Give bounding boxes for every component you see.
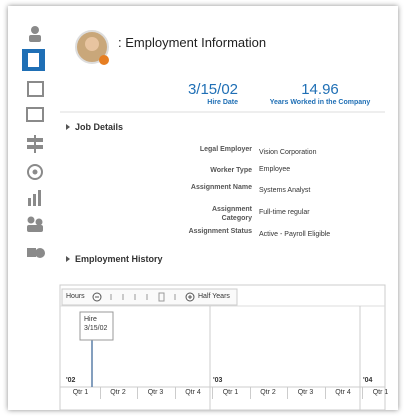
person-icon[interactable]: [31, 26, 39, 34]
hire-date-label: Hire Date: [207, 99, 238, 106]
field-value: Systems Analyst: [259, 187, 311, 194]
zoom-start: Hours: [66, 293, 85, 300]
quarter-label: Qtr 1: [222, 389, 239, 396]
event-card[interactable]: [79, 311, 114, 341]
zoom-toolbar: [61, 288, 238, 306]
quarter-divider: [99, 387, 101, 399]
section-title: Employment History: [75, 254, 163, 264]
quarter-divider: [174, 387, 176, 399]
year-label: '02: [66, 377, 76, 384]
quarter-label: Qtr 4: [335, 389, 351, 396]
event-date: 3/15/02: [84, 325, 108, 332]
quarter-divider: [249, 387, 251, 399]
sign-icon[interactable]: [34, 135, 36, 153]
field-value: Employee: [259, 166, 291, 173]
years-worked: 14.96: [301, 81, 339, 98]
collapse-icon[interactable]: [66, 124, 70, 130]
quarter-divider: [362, 387, 363, 399]
field-value: Full-time regular: [259, 209, 310, 216]
quarter-label: Qtr 3: [147, 389, 164, 396]
field-label: Assignment Status: [188, 228, 252, 235]
years-worked-label: Years Worked in the Company: [269, 99, 371, 106]
field-value: Vision Corporation: [259, 149, 317, 156]
chart-icon[interactable]: [28, 198, 31, 206]
quarter-divider: [212, 387, 213, 399]
badge: [99, 55, 109, 65]
hire-date: 3/15/02: [187, 81, 238, 98]
collapse-icon[interactable]: [66, 256, 70, 262]
page-title: : Employment Information: [118, 35, 267, 50]
sidebar-icons: [22, 26, 45, 258]
field-label: Legal Employer: [199, 146, 252, 153]
quarter-label: Qtr 3: [297, 389, 314, 396]
quarter-label: Qtr 4: [185, 389, 201, 396]
year-label: '03: [213, 377, 223, 384]
doc-icon[interactable]: [26, 107, 44, 122]
field-label: Assignment Name: [190, 184, 252, 191]
quarter-label: Qtr 1: [72, 389, 89, 396]
team-icon[interactable]: [27, 216, 35, 224]
event-label: Hire: [84, 316, 97, 323]
zoom-steps[interactable]: [110, 292, 176, 302]
field-label: Assignment Category: [211, 206, 252, 222]
quarter-label: Qtr 2: [110, 389, 126, 396]
list-icon[interactable]: [27, 81, 44, 97]
quarter-divider: [137, 387, 138, 399]
quarter-label: Qtr 2: [260, 389, 276, 396]
zoom-in[interactable]: [185, 292, 195, 302]
misc-icon[interactable]: [27, 248, 36, 257]
quarter-divider: [324, 387, 326, 399]
zoom-end: Half Years: [198, 293, 230, 300]
quarter-label: Qtr 1: [372, 389, 389, 396]
field-label: Worker Type: [210, 167, 252, 174]
zoom-out[interactable]: [92, 292, 102, 302]
quarter-divider: [287, 387, 288, 399]
field-value: Active - Payroll Eligible: [259, 231, 331, 238]
year-label: '04: [363, 377, 373, 384]
section-title: Job Details: [75, 122, 124, 132]
target-icon[interactable]: [27, 164, 43, 180]
